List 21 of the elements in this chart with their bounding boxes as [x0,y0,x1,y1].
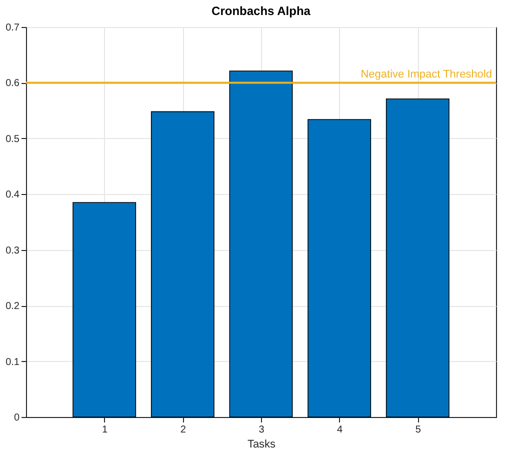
chart-title: Cronbachs Alpha [212,4,311,18]
x-tick-label: 2 [180,424,186,436]
bar [308,119,372,418]
x-tick-label: 3 [258,424,265,436]
bar [229,70,293,418]
x-tick-label: 5 [415,424,422,436]
y-tick-label: 0.3 [6,245,20,256]
ref-line-label: Negative Impact Threshold [360,68,492,81]
y-tick-label: 0.5 [6,134,20,145]
y-tick-label: 0.7 [6,22,20,34]
y-tick-label: 0 [14,412,20,424]
bar [150,111,214,418]
x-tick-label: 1 [102,424,108,436]
x-axis-title: Tasks [247,438,276,450]
bar [386,98,450,418]
bar [72,202,136,418]
y-tick-label: 0.4 [6,190,20,201]
y-tick-label: 0.1 [6,356,20,368]
x-tick-label: 4 [337,424,344,436]
y-tick-label: 0.2 [6,301,20,312]
y-tick-label: 0.6 [6,78,20,90]
